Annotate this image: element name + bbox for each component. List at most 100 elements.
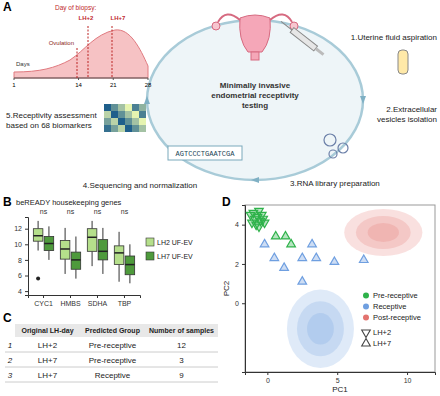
table-rule xyxy=(5,352,218,353)
whisker xyxy=(75,237,76,253)
density-region xyxy=(356,216,411,249)
heatmap-icon-cell xyxy=(132,118,139,125)
inset-tick xyxy=(14,78,15,80)
tick-mark xyxy=(97,295,98,298)
legend-swatch xyxy=(362,330,371,337)
ring-arrow xyxy=(251,177,259,183)
table-cell: Receptive xyxy=(95,371,131,380)
density-region xyxy=(344,209,422,256)
point xyxy=(359,255,368,262)
annotation: ns xyxy=(67,208,75,215)
table-header: Predicted Group xyxy=(85,327,140,335)
tick: 10 xyxy=(404,372,412,384)
ovary xyxy=(212,22,220,30)
whisker xyxy=(65,259,66,274)
tick-mark xyxy=(25,291,28,292)
table-rule xyxy=(5,367,218,368)
median xyxy=(87,237,97,239)
inset-ovulation: Ovulation xyxy=(49,40,74,46)
legend-label: Pre-receptive xyxy=(373,291,418,300)
axis-line xyxy=(29,296,141,299)
point xyxy=(270,253,279,260)
heatmap-icon-cell xyxy=(111,118,118,125)
tick-mark xyxy=(242,264,245,265)
box xyxy=(44,237,54,251)
table-header: Number of samples xyxy=(149,327,214,335)
step-label: 3.RNA library preparation xyxy=(290,179,380,188)
axis-line xyxy=(246,373,436,376)
inset-marker xyxy=(88,26,89,78)
ring-arrow xyxy=(144,96,150,104)
whisker xyxy=(75,269,76,278)
center-text: endometrial receptivity xyxy=(211,91,299,100)
axis-title: PC2 xyxy=(222,280,231,296)
heatmap-icon-cell xyxy=(111,125,118,132)
panel-label: C xyxy=(3,311,12,325)
tick-mark xyxy=(25,276,28,277)
panel-label: B xyxy=(3,195,12,209)
tick: 8 xyxy=(18,257,28,264)
sequence-text: AGTCCCTGAATCGA xyxy=(176,150,236,158)
point xyxy=(298,253,307,260)
whisker xyxy=(38,221,39,229)
cycle-inset: 1142128Day of biopsy:OvulationLH+2LH+7Da… xyxy=(12,4,152,88)
heatmap-icon-cell xyxy=(118,125,125,132)
heatmap-icon-cell xyxy=(104,104,111,111)
syringe-barrel xyxy=(290,28,317,51)
tick-mark xyxy=(242,303,245,304)
tick-mark xyxy=(124,295,125,298)
sequence-box xyxy=(168,146,242,160)
legend-swatch xyxy=(363,293,369,299)
ring-arrow xyxy=(360,96,366,104)
point xyxy=(260,220,269,227)
annotation: ns xyxy=(40,208,48,215)
inset-marker xyxy=(112,26,113,78)
tick: TBP xyxy=(118,295,132,307)
uterus-tube xyxy=(270,14,292,22)
uterus-body xyxy=(240,15,271,52)
box xyxy=(87,229,97,252)
density-region xyxy=(368,223,399,242)
inset-tick-label: 1 xyxy=(12,82,16,88)
tube-icon xyxy=(398,50,408,74)
vesicle-icon xyxy=(324,134,336,146)
step-label: vesicles isolation xyxy=(377,115,437,124)
table-cell: LH+7 xyxy=(38,356,58,365)
tick-mark xyxy=(25,244,28,245)
heatmap-icon-cell xyxy=(139,104,146,111)
tick-mark xyxy=(70,295,71,298)
chart-title: beREADY housekeeping genes xyxy=(16,198,122,207)
table-row-number: 2 xyxy=(7,356,13,365)
point xyxy=(271,231,280,238)
annotation: ns xyxy=(94,208,102,215)
inset-x-label: Days xyxy=(16,61,30,67)
tick: 10 xyxy=(14,241,28,248)
box-marks xyxy=(33,221,134,283)
legend-label: LH2 UF-EV xyxy=(157,239,193,246)
heatmap-icon-cell xyxy=(125,118,132,125)
point xyxy=(287,239,296,246)
heatmap-icon-cell xyxy=(125,111,132,118)
axis-line xyxy=(242,206,246,373)
legend-swatch xyxy=(146,252,154,260)
tick-label: 8 xyxy=(18,257,22,264)
table-header: Original LH-day xyxy=(21,327,73,335)
axis: 0510 xyxy=(246,372,436,384)
point xyxy=(255,224,264,231)
axis-line xyxy=(25,218,29,296)
figure: ABCDMinimally invasiveendometrial recept… xyxy=(0,0,440,396)
tick: 6 xyxy=(18,272,28,279)
legend-swatch xyxy=(362,339,371,346)
tick: 2 xyxy=(235,261,245,268)
inset-tick-label: 14 xyxy=(75,82,82,88)
tick-mark xyxy=(242,225,245,226)
legend-label: Post-receptive xyxy=(373,313,421,322)
heatmap-icon-cell xyxy=(111,111,118,118)
tick-label: 4 xyxy=(235,221,239,228)
workflow-diagram: Minimally invasiveendometrial receptivit… xyxy=(6,4,437,190)
center-text: Minimally invasive xyxy=(220,81,291,90)
point xyxy=(298,277,307,284)
tick-label: 12 xyxy=(14,225,22,232)
axis-title: PC1 xyxy=(332,385,348,394)
point xyxy=(281,231,290,238)
